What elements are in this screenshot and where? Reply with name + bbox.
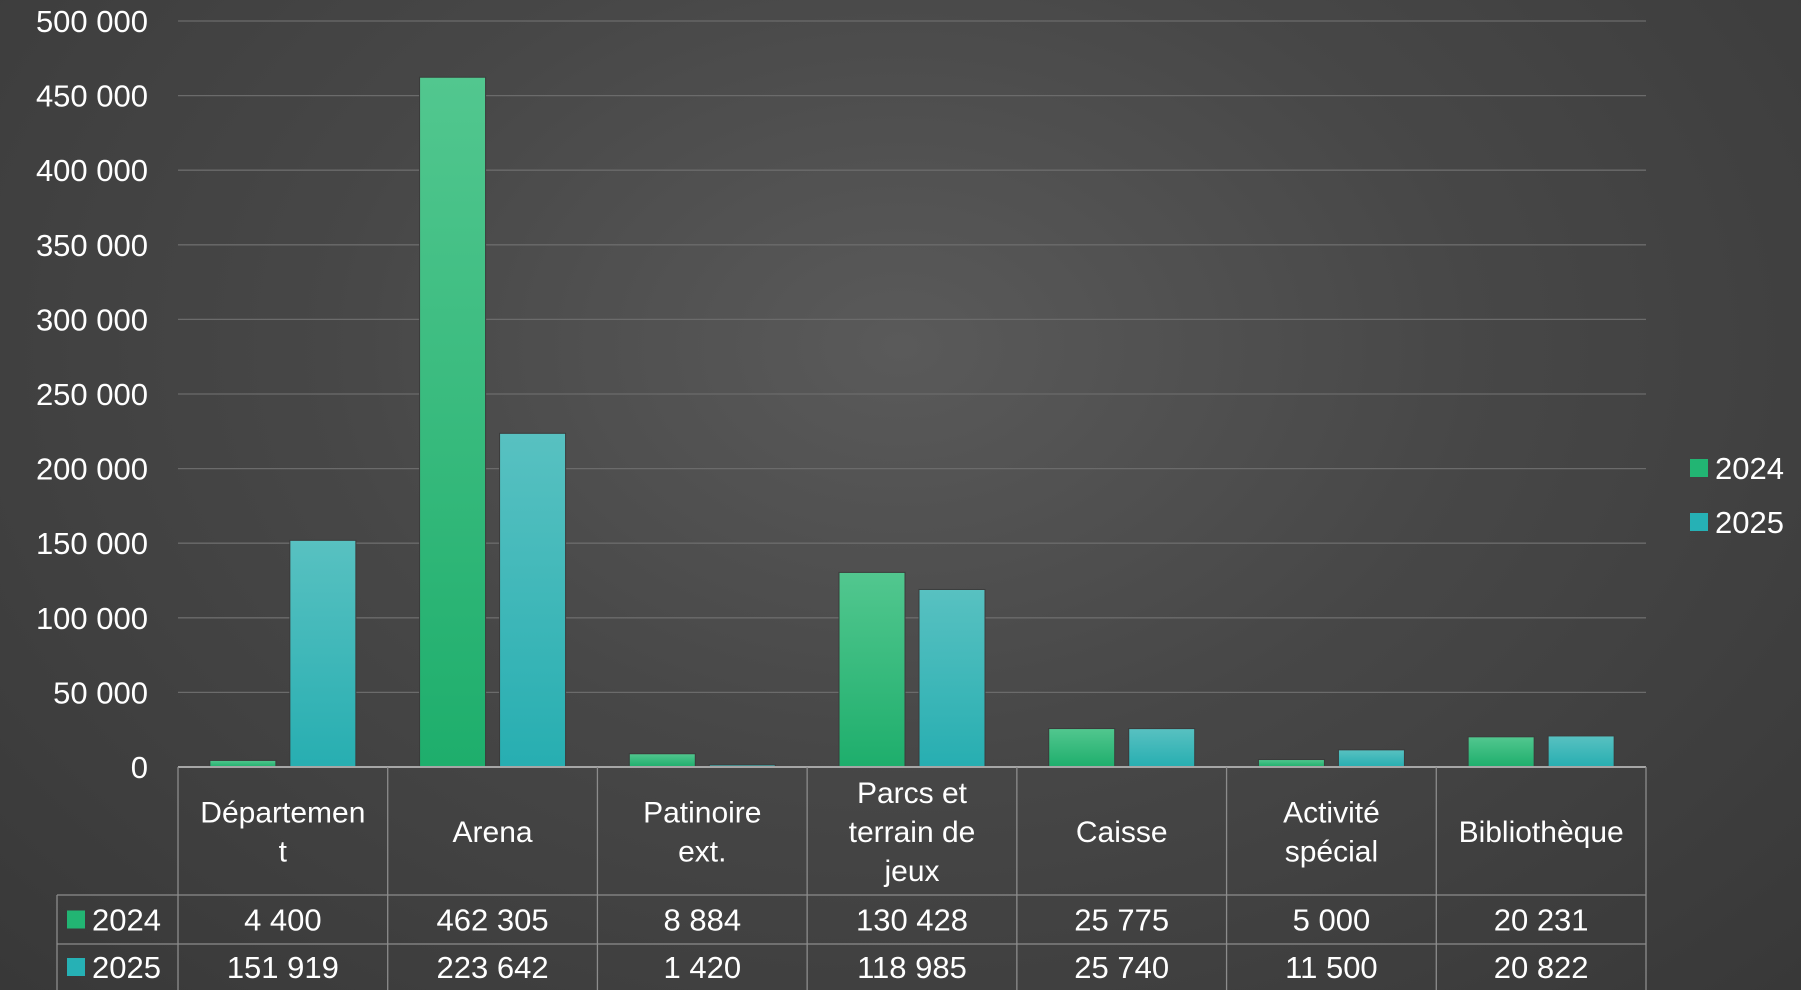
y-tick-label: 300 000 [36,302,148,337]
series-row-label: 2024 [92,903,161,938]
y-tick-label: 150 000 [36,526,148,561]
legend-label: 2024 [1715,451,1784,486]
bar-2024-2 [628,753,696,768]
data-label: 5 000 [1293,903,1371,938]
category-label: Caisse [1076,816,1168,849]
data-label: 462 305 [437,903,549,938]
bar-2025-1 [499,432,567,768]
bar-2024-1 [419,76,487,768]
y-axis-tick-labels: 0 50 000 100 000 150 000 200 000 250 000 300 0… [36,4,148,785]
legend-label: 2025 [1715,505,1784,540]
series-key-2024 [67,910,85,929]
category-label: spécial [1285,836,1378,869]
category-label: jeux [883,855,939,888]
data-label: 25 740 [1074,950,1169,985]
y-tick-label: 350 000 [36,228,148,263]
series-row-label: 2025 [92,950,161,985]
y-tick-label: 400 000 [36,153,148,188]
data-label: 20 822 [1494,950,1589,985]
bars [209,76,1615,768]
y-tick-label: 250 000 [36,377,148,412]
category-label: Activité [1283,797,1380,830]
data-table: Départemen t Arena Patinoire ext. Parcs et ter… [56,766,1647,990]
data-label: 118 985 [857,950,967,985]
category-label: Parcs et [857,777,968,810]
category-label: Patinoire [643,797,761,830]
bar-2025-5 [1337,749,1405,768]
legend: 2024 2025 [1690,451,1784,540]
y-tick-label: 50 000 [53,675,148,710]
data-label: 1 420 [663,950,741,985]
gridlines [178,20,1646,694]
data-label: 223 642 [437,950,549,985]
data-label: 4 400 [244,903,322,938]
y-tick-label: 100 000 [36,601,148,636]
bar-2024-5 [1257,759,1325,768]
bar-2024-4 [1048,728,1116,768]
category-label: ext. [678,836,726,869]
category-label: Bibliothèque [1459,816,1624,849]
data-label: 20 231 [1494,903,1589,938]
y-tick-label: 450 000 [36,79,148,114]
y-tick-label: 200 000 [36,452,148,487]
data-label: 8 884 [663,903,741,938]
data-label: 130 428 [856,903,968,938]
category-label: terrain de [849,816,976,849]
data-label: 11 500 [1285,950,1378,985]
category-label: t [279,836,288,869]
bar-2025-4 [1128,728,1196,768]
legend-key-2024 [1690,459,1708,477]
y-tick-label: 500 000 [36,4,148,39]
category-label: Départemen [200,797,365,830]
bar-2024-6 [1467,736,1535,768]
legend-key-2025 [1690,513,1708,531]
data-label: 151 919 [227,950,339,985]
category-label: Arena [453,816,533,849]
bar-2024-3 [838,571,906,768]
y-tick-label: 0 [131,750,148,785]
data-label: 25 775 [1074,903,1169,938]
bar-2025-3 [918,588,986,768]
bar-2025-0 [289,539,357,768]
bar-2025-6 [1547,735,1615,768]
series-key-2025 [67,958,85,976]
